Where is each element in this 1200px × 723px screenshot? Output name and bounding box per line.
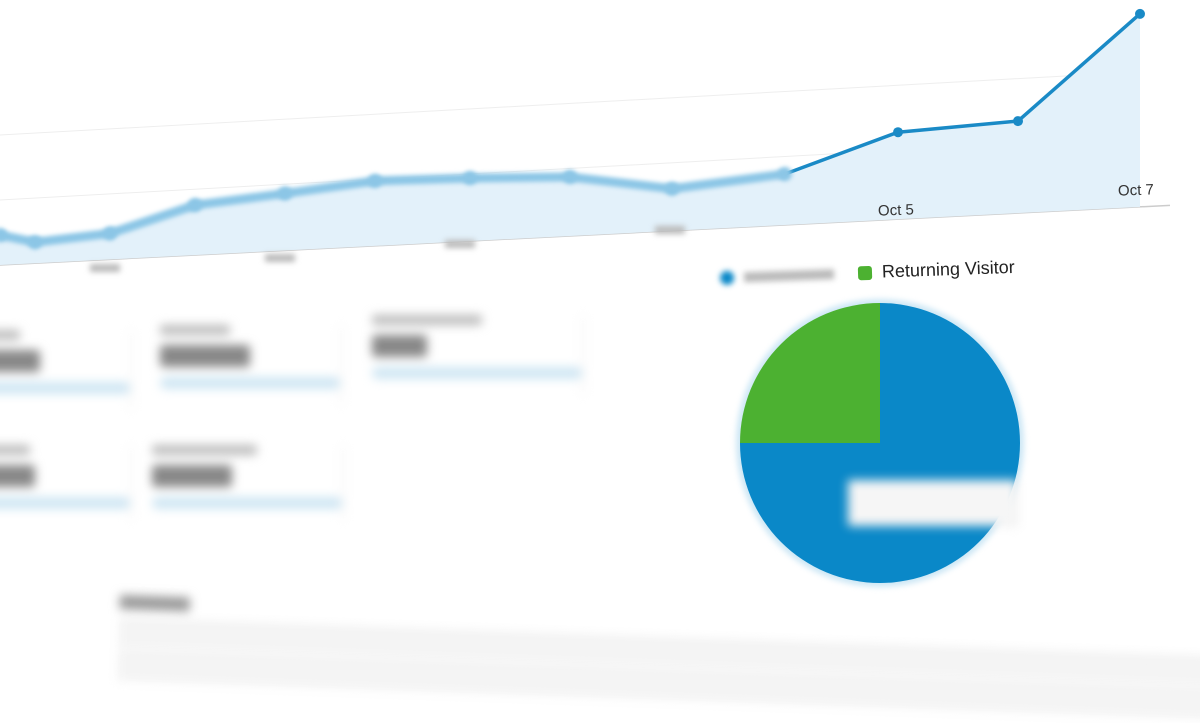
metric-card[interactable] <box>0 330 132 410</box>
series-line <box>784 12 1142 176</box>
data-point <box>0 228 7 242</box>
data-point <box>778 166 792 181</box>
x-tick-oct5: Oct 5 <box>877 201 915 220</box>
metric-card[interactable] <box>160 325 342 405</box>
data-point <box>368 173 382 188</box>
data-point <box>665 181 679 196</box>
data-point <box>1135 8 1145 19</box>
x-tick-blurred <box>655 226 685 234</box>
data-point <box>28 235 42 250</box>
metric-card[interactable] <box>152 445 344 520</box>
data-point <box>1013 116 1023 127</box>
x-tick-blurred <box>265 254 295 262</box>
legend-swatch-returning <box>857 265 873 280</box>
metric-card[interactable] <box>0 445 132 520</box>
series-line-blurred <box>0 169 786 247</box>
metric-card[interactable] <box>372 315 584 395</box>
gridline <box>0 71 1141 136</box>
area-fill <box>0 13 1140 265</box>
data-point <box>893 127 903 138</box>
data-point <box>278 186 292 201</box>
pie-tooltip <box>848 480 1018 526</box>
data-point <box>103 226 117 241</box>
data-point <box>188 198 202 213</box>
data-point <box>563 169 577 184</box>
legend-swatch-new <box>719 270 735 285</box>
x-tick-blurred <box>445 240 475 248</box>
legend-label-new <box>743 268 835 282</box>
x-tick-blurred <box>90 264 120 272</box>
x-tick-oct7: Oct 7 <box>1117 181 1155 200</box>
sessions-line-chart <box>0 8 1171 272</box>
data-point <box>463 171 477 186</box>
